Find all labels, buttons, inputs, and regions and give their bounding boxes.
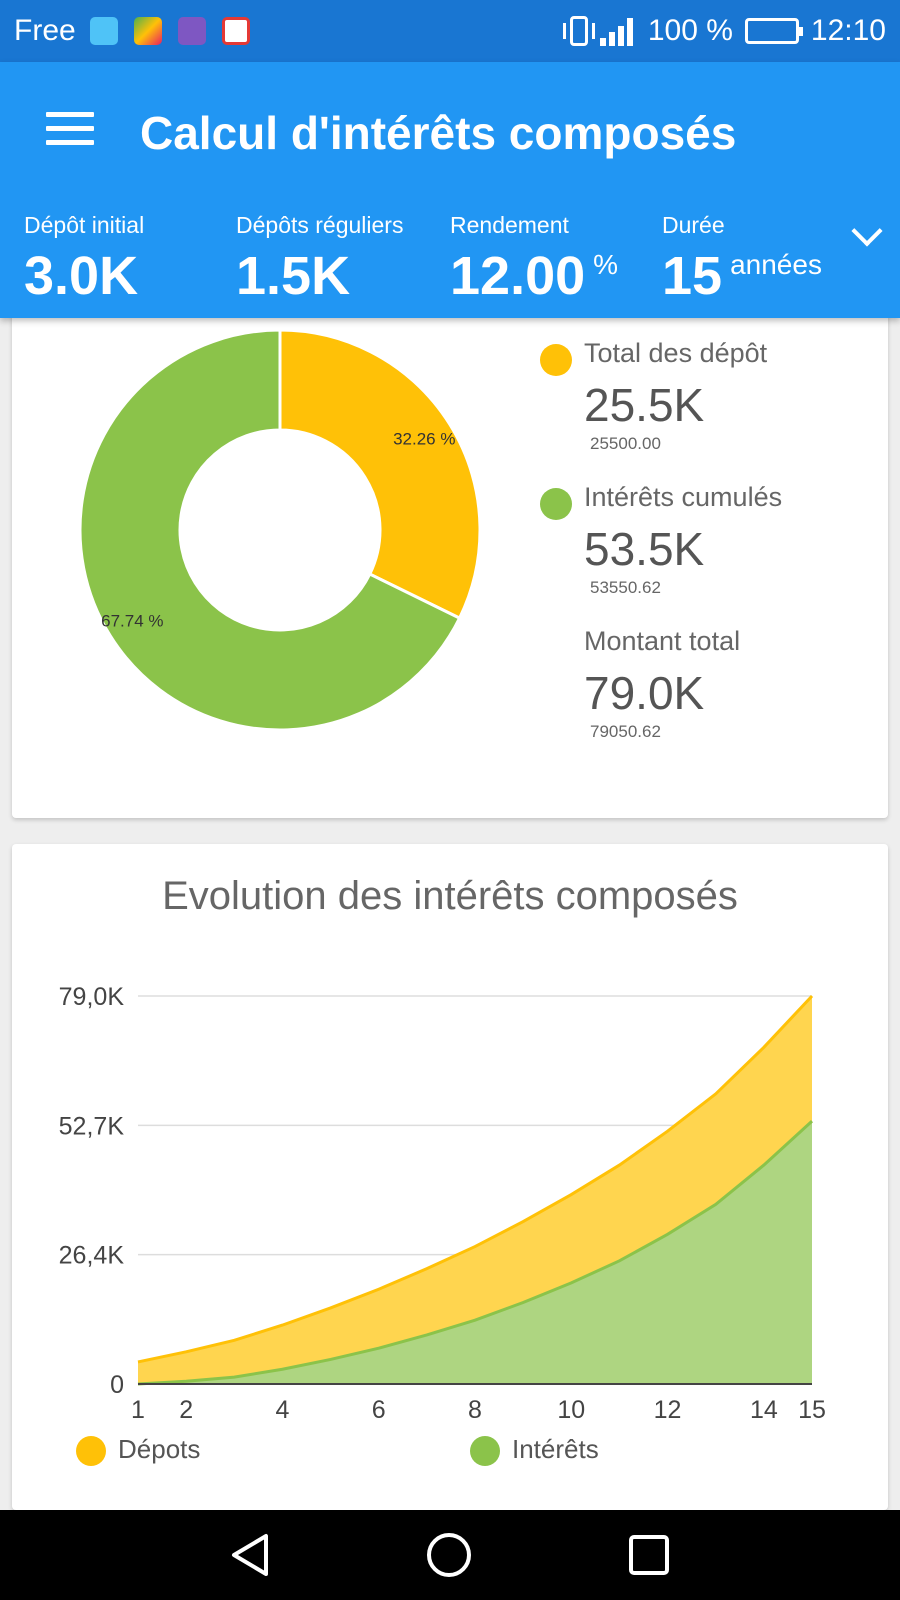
param-unit: années: [730, 249, 822, 280]
param-duration[interactable]: Durée 15 années: [662, 212, 822, 307]
param-label: Dépôts réguliers: [236, 212, 404, 238]
deposits-dot: [76, 1436, 106, 1467]
param-value: 12.00: [450, 246, 586, 306]
param-label: Rendement: [450, 212, 569, 238]
param-regular-deposits[interactable]: Dépôts réguliers 1.5K: [236, 212, 403, 307]
evolution-card: Evolution des intérêts composés 0 26,4K 52…: [12, 844, 888, 1510]
navigation-bar: [0, 1510, 900, 1600]
donut-slice-deposits: [278, 328, 482, 621]
x-tick-label: 8: [468, 1396, 482, 1424]
x-tick-label: 15: [798, 1396, 826, 1424]
deposits-label: Total des dépôt: [584, 338, 768, 368]
interests-label: Intérêts cumulés: [584, 482, 783, 512]
x-tick-label: 2: [179, 1396, 193, 1424]
x-tick-label: 4: [275, 1396, 289, 1424]
line-interests: [137, 1120, 814, 1386]
back-icon[interactable]: [226, 1530, 276, 1580]
summary-card: 32.26 % 67.74 % Total des dépôt 25.5K 255…: [12, 300, 888, 818]
param-label: Dépôt initial: [24, 212, 145, 238]
signal-icon: [599, 16, 636, 46]
legend-interests: Intérêts: [470, 1434, 599, 1467]
y-tick-label: 79,0K: [59, 983, 125, 1011]
total-amount: 79.0K: [584, 667, 705, 719]
param-value: 1.5K: [236, 246, 351, 306]
clock: 12:10: [810, 14, 886, 47]
legend-deposits-label: Dépots: [118, 1434, 201, 1464]
interests-total: 53.5K: [584, 523, 705, 575]
deposits-exact: 25500.00: [590, 434, 661, 453]
interests-dot: [540, 488, 572, 520]
donut-chart: 32.26 % 67.74 %: [78, 328, 482, 732]
deposits-total: 25.5K: [584, 379, 705, 431]
home-icon[interactable]: [424, 1530, 474, 1580]
y-tick-label: 0: [110, 1371, 124, 1399]
app-bar: Calcul d'intérêts composés Dépôt initial…: [0, 62, 900, 318]
param-value: 15: [662, 246, 723, 306]
page-title: Calcul d'intérêts composés: [140, 107, 737, 159]
y-tick-label: 52,7K: [59, 1112, 125, 1140]
chart-title: Evolution des intérêts composés: [162, 874, 738, 918]
battery-icon: [744, 18, 803, 44]
param-label: Durée: [662, 212, 725, 238]
param-yield[interactable]: Rendement 12.00%: [450, 212, 618, 307]
total-label: Montant total: [584, 626, 741, 656]
x-tick-label: 12: [654, 1396, 682, 1424]
android-icon: [89, 17, 118, 45]
gmail-icon: [221, 17, 250, 45]
play-games-icon: [133, 17, 162, 45]
area-interests: [138, 1121, 812, 1384]
hamburger-menu-icon[interactable]: [46, 112, 94, 148]
vibrate-icon: [562, 16, 595, 46]
app-icon: [177, 17, 206, 45]
carrier-name: Free: [14, 14, 76, 47]
deposits-dot: [540, 344, 572, 376]
area-deposits: [138, 996, 812, 1384]
param-initial-deposit[interactable]: Dépôt initial 3.0K: [24, 212, 144, 307]
interests-exact: 53550.62: [590, 578, 661, 597]
recent-apps-icon[interactable]: [624, 1530, 674, 1580]
total-exact: 79050.62: [590, 722, 661, 741]
donut-slice-interests: [78, 328, 462, 732]
donut-slice-label: 32.26 %: [393, 430, 455, 449]
x-tick-label: 6: [372, 1396, 386, 1424]
interests-dot: [470, 1436, 500, 1467]
x-tick-label: 10: [557, 1396, 585, 1424]
donut-slice-label: 67.74 %: [101, 612, 163, 631]
legend-interests-label: Intérêts: [512, 1434, 599, 1464]
line-deposits: [137, 994, 814, 1364]
parameters-summary[interactable]: Dépôt initial 3.0K Dépôts réguliers 1.5K…: [0, 212, 900, 312]
x-tick-label: 14: [750, 1396, 778, 1424]
status-indicators: 100 % 12:10: [558, 14, 886, 48]
x-tick-label: 1: [131, 1396, 145, 1424]
y-tick-label: 26,4K: [59, 1242, 125, 1270]
param-unit: %: [593, 249, 619, 280]
param-value: 3.0K: [24, 246, 139, 306]
status-bar: Free 100 % 12:10: [0, 0, 900, 62]
battery-percent: 100 %: [647, 14, 733, 47]
legend-deposits: Dépots: [76, 1434, 201, 1467]
